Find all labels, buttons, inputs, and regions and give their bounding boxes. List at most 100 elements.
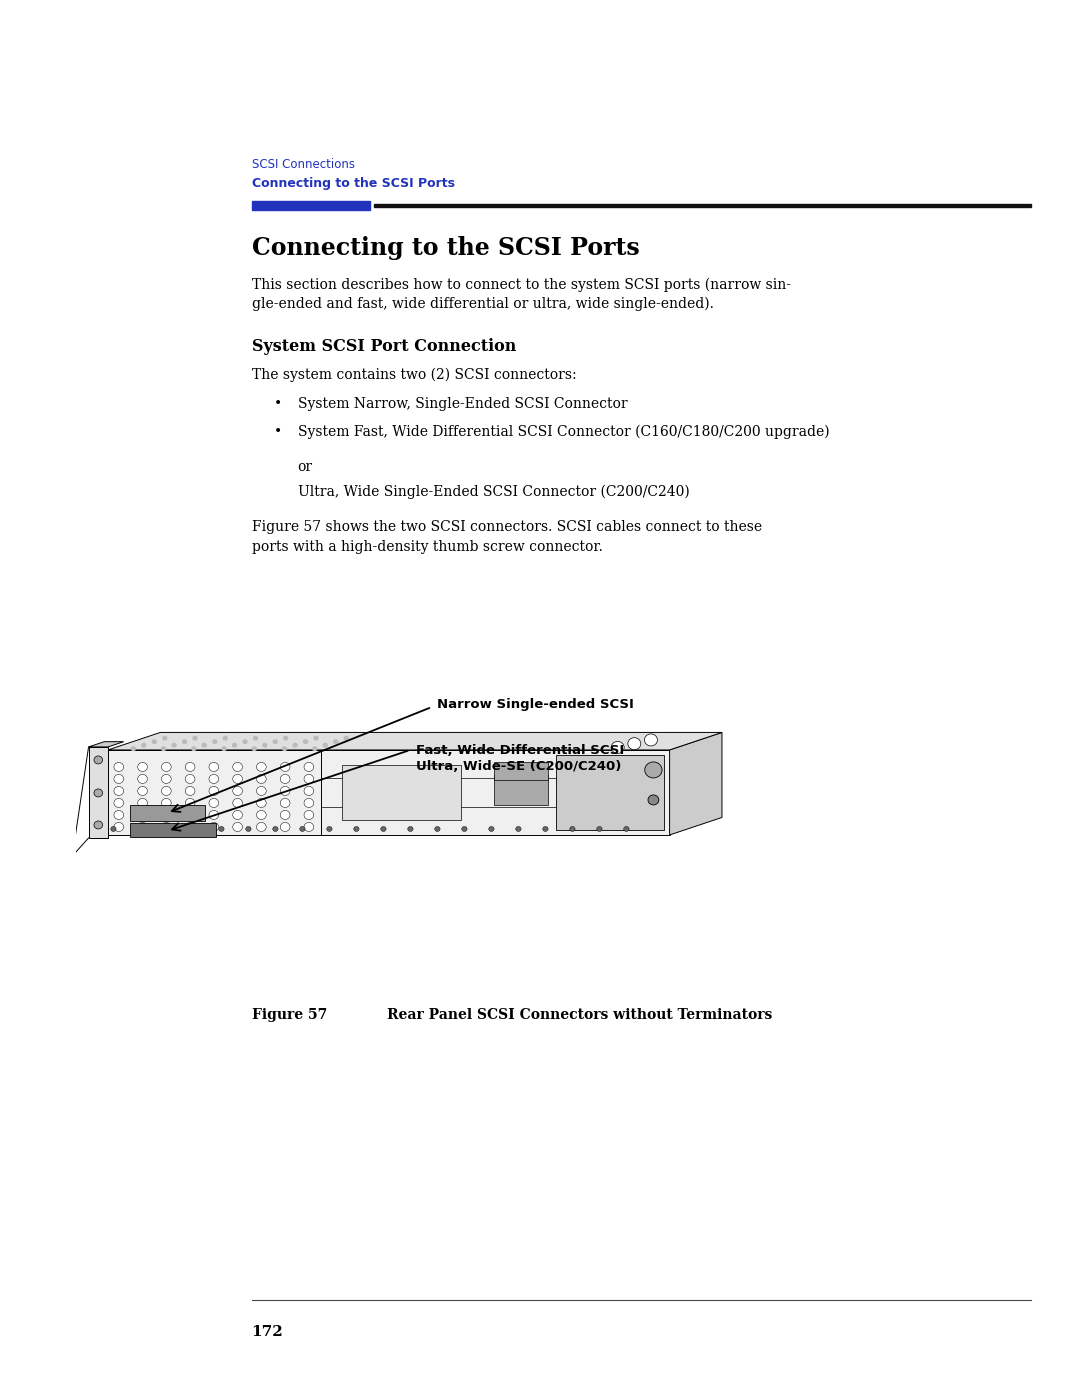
- Circle shape: [281, 774, 289, 784]
- Circle shape: [570, 827, 576, 831]
- Circle shape: [257, 763, 267, 771]
- Text: This section describes how to connect to the system SCSI ports (narrow sin-: This section describes how to connect to…: [252, 278, 791, 292]
- Circle shape: [114, 774, 124, 784]
- Circle shape: [181, 739, 187, 745]
- Circle shape: [435, 827, 441, 831]
- Circle shape: [131, 746, 136, 752]
- Circle shape: [262, 743, 268, 747]
- Circle shape: [648, 795, 659, 805]
- Circle shape: [138, 810, 147, 820]
- Circle shape: [186, 774, 195, 784]
- Circle shape: [302, 739, 308, 745]
- Text: Narrow Single-ended SCSI: Narrow Single-ended SCSI: [437, 698, 634, 711]
- Text: System Fast, Wide Differential SCSI Connector (C160/C180/C200 upgrade): System Fast, Wide Differential SCSI Conn…: [298, 425, 829, 440]
- Circle shape: [222, 736, 228, 740]
- Text: or: or: [298, 460, 313, 474]
- Circle shape: [233, 799, 243, 807]
- Circle shape: [323, 743, 328, 747]
- Circle shape: [221, 746, 227, 752]
- Circle shape: [611, 742, 624, 753]
- Circle shape: [293, 743, 298, 747]
- Circle shape: [94, 821, 103, 828]
- Bar: [374, 204, 1031, 207]
- Text: Ultra, Wide Single-Ended SCSI Connector (C200/C240): Ultra, Wide Single-Ended SCSI Connector …: [298, 485, 689, 499]
- Circle shape: [645, 761, 662, 778]
- Circle shape: [94, 756, 103, 764]
- Circle shape: [210, 763, 219, 771]
- Circle shape: [257, 810, 267, 820]
- Circle shape: [645, 733, 658, 746]
- Circle shape: [210, 799, 219, 807]
- Circle shape: [162, 736, 167, 740]
- Circle shape: [114, 799, 124, 807]
- Text: •: •: [273, 397, 282, 411]
- Circle shape: [305, 787, 314, 795]
- Text: 172: 172: [252, 1324, 283, 1338]
- Polygon shape: [130, 805, 205, 821]
- Circle shape: [343, 736, 349, 740]
- Circle shape: [305, 763, 314, 771]
- Circle shape: [542, 827, 549, 831]
- Circle shape: [114, 763, 124, 771]
- Circle shape: [489, 827, 495, 831]
- Circle shape: [210, 823, 219, 831]
- Circle shape: [138, 774, 147, 784]
- Circle shape: [233, 774, 243, 784]
- Text: ports with a high-density thumb screw connector.: ports with a high-density thumb screw co…: [252, 541, 603, 555]
- Circle shape: [186, 787, 195, 795]
- Circle shape: [257, 823, 267, 831]
- Circle shape: [305, 799, 314, 807]
- Circle shape: [281, 787, 289, 795]
- Circle shape: [192, 736, 198, 740]
- Circle shape: [381, 827, 387, 831]
- Circle shape: [162, 810, 171, 820]
- Circle shape: [114, 787, 124, 795]
- Circle shape: [212, 739, 217, 745]
- Circle shape: [257, 774, 267, 784]
- Circle shape: [242, 739, 247, 745]
- Circle shape: [186, 799, 195, 807]
- Circle shape: [597, 827, 603, 831]
- Text: Figure 57 shows the two SCSI connectors. SCSI cables connect to these: Figure 57 shows the two SCSI connectors.…: [252, 520, 761, 534]
- Circle shape: [138, 787, 147, 795]
- Circle shape: [305, 823, 314, 831]
- Circle shape: [272, 739, 278, 745]
- Text: System Narrow, Single-Ended SCSI Connector: System Narrow, Single-Ended SCSI Connect…: [298, 397, 627, 411]
- Circle shape: [233, 810, 243, 820]
- Circle shape: [257, 787, 267, 795]
- Text: Connecting to the SCSI Ports: Connecting to the SCSI Ports: [252, 177, 455, 190]
- Polygon shape: [556, 754, 664, 830]
- Circle shape: [111, 827, 117, 831]
- Circle shape: [281, 763, 289, 771]
- Polygon shape: [108, 750, 670, 835]
- Circle shape: [624, 827, 630, 831]
- Text: Rear Panel SCSI Connectors without Terminators: Rear Panel SCSI Connectors without Termi…: [387, 1009, 772, 1023]
- Circle shape: [94, 789, 103, 796]
- Circle shape: [141, 743, 147, 747]
- Circle shape: [282, 746, 287, 752]
- Circle shape: [333, 739, 338, 745]
- Circle shape: [253, 736, 258, 740]
- Circle shape: [233, 787, 243, 795]
- Circle shape: [232, 743, 238, 747]
- Polygon shape: [89, 742, 124, 747]
- Text: SCSI Connections: SCSI Connections: [252, 158, 354, 170]
- Circle shape: [273, 827, 279, 831]
- Circle shape: [281, 799, 289, 807]
- Circle shape: [462, 827, 468, 831]
- Circle shape: [219, 827, 225, 831]
- Polygon shape: [89, 747, 108, 838]
- Circle shape: [186, 763, 195, 771]
- Circle shape: [246, 827, 252, 831]
- Text: System SCSI Port Connection: System SCSI Port Connection: [252, 338, 516, 355]
- Text: gle-ended and fast, wide differential or ultra, wide single-ended).: gle-ended and fast, wide differential or…: [252, 298, 714, 312]
- Circle shape: [305, 774, 314, 784]
- Circle shape: [233, 763, 243, 771]
- Circle shape: [300, 827, 306, 831]
- Circle shape: [162, 823, 171, 831]
- Circle shape: [283, 736, 288, 740]
- Circle shape: [162, 763, 171, 771]
- Circle shape: [191, 746, 197, 752]
- Circle shape: [161, 746, 166, 752]
- Circle shape: [165, 827, 171, 831]
